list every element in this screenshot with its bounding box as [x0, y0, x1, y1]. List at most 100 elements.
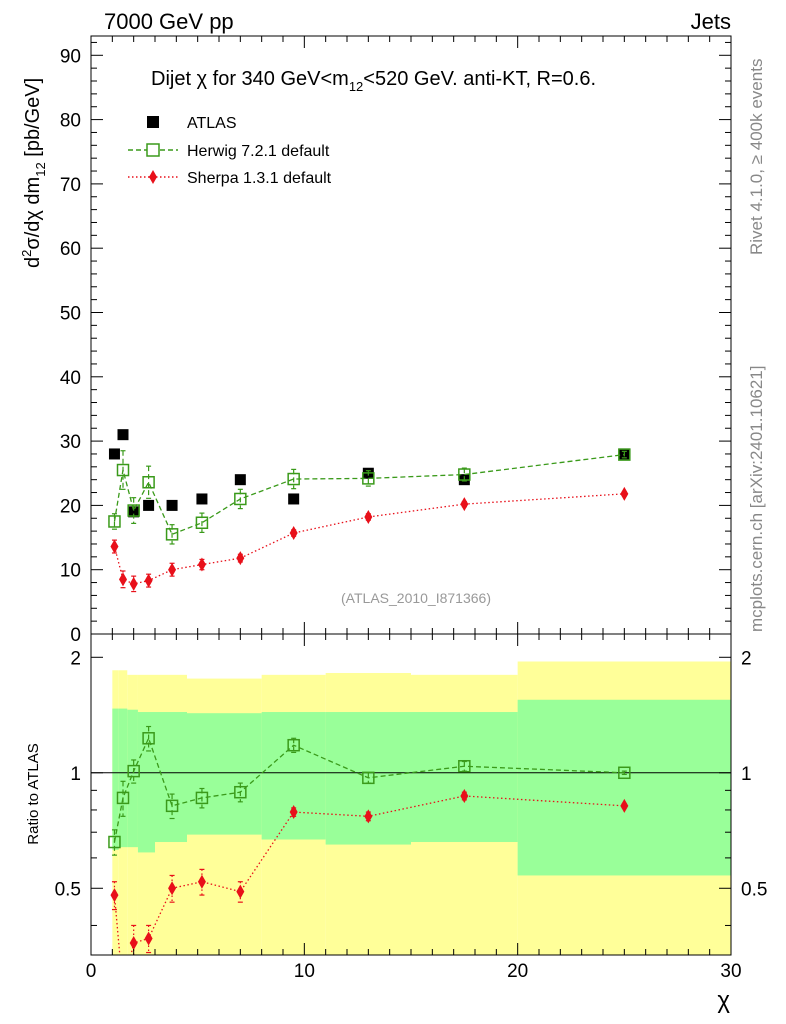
ratio-x-tick-label: 20 [507, 961, 528, 982]
herwig-point [458, 468, 471, 481]
herwig-point [618, 448, 631, 461]
main-y-tick-label: 10 [60, 561, 81, 582]
main-y-tick-label: 30 [60, 432, 81, 453]
atlas-point [117, 429, 129, 441]
atlas-point [128, 506, 140, 518]
ratio-y-tick-label-right: 2 [741, 648, 752, 669]
ratio-inner-band [411, 712, 518, 843]
sherpa-ratio-point [236, 884, 245, 899]
herwig-ratio-point [116, 791, 130, 805]
herwig-point [234, 492, 247, 506]
legend: ATLAS Herwig 7.2.1 default Sherpa 1.3.1 … [128, 115, 332, 187]
sherpa-point [168, 562, 177, 577]
main-series-layer [108, 429, 631, 593]
sherpa-point [364, 509, 373, 524]
sherpa-point [289, 526, 298, 541]
main-y-axis-label: d2σ/dχ dm12 [pb/GeV] [19, 78, 48, 268]
main-y-tick-label: 40 [60, 368, 81, 389]
herwig-point [116, 463, 130, 477]
herwig-ratio-point [127, 764, 140, 778]
axis-ticks: 0 10 20 30 40 50 60 70 80 90 0 10 20 30 0.5 0.5 1 1 2 2 [55, 36, 767, 982]
legend-atlas-marker [147, 116, 159, 128]
sherpa-ratio-point [197, 874, 206, 889]
herwig-point [287, 472, 300, 486]
ratio-inner-band [155, 712, 187, 843]
atlas-point [143, 499, 155, 511]
ratio-y-tick-label-right: 1 [741, 764, 752, 785]
herwig-point [362, 472, 375, 485]
sherpa-point [144, 573, 153, 588]
ratio-y-tick-label: 1 [70, 764, 81, 785]
herwig-point [127, 504, 140, 517]
ratio-uncertainty-bands [112, 661, 731, 955]
atlas-point [108, 448, 120, 460]
analysis-watermark: (ATLAS_2010_I871366) [341, 590, 491, 606]
sherpa-point [460, 497, 469, 512]
ratio-inner-band [187, 713, 219, 835]
legend-herwig-marker [146, 143, 160, 157]
herwig-ratio-point [108, 835, 121, 849]
ratio-inner-band [261, 712, 326, 840]
atlas-point [166, 499, 178, 511]
ratio-y-axis-label: Ratio to ATLAS [25, 743, 42, 844]
header-right: Jets [691, 9, 731, 34]
x-axis-label: χ [717, 987, 730, 1014]
herwig-line [113, 453, 625, 536]
herwig-point [195, 516, 209, 530]
herwig-ratio-point [458, 759, 471, 773]
herwig-point [142, 475, 155, 489]
sherpa-ratio-point [119, 984, 127, 998]
main-y-tick-label: 20 [60, 496, 81, 517]
rivet-version-text: Rivet 4.1.0, ≥ 400k events [747, 59, 766, 255]
sherpa-point [119, 572, 127, 587]
sherpa-ratio-point [460, 788, 469, 803]
main-plot-title: Dijet χ for 340 GeV<m12<520 GeV. anti-KT… [151, 68, 596, 94]
sherpa-point [197, 557, 206, 572]
herwig-ratio-point [287, 738, 300, 752]
herwig-ratio-point [618, 766, 631, 780]
main-y-tick-label: 80 [60, 111, 81, 132]
herwig-point [108, 515, 121, 528]
header-left: 7000 GeV pp [104, 9, 234, 34]
herwig-ratio-point [195, 791, 209, 805]
atlas-point [234, 474, 246, 486]
ratio-inner-band [127, 709, 138, 848]
main-y-tick-label: 50 [60, 303, 81, 324]
atlas-point [288, 493, 300, 505]
herwig-ratio-point [362, 771, 375, 785]
atlas-point [196, 493, 208, 505]
legend-herwig-label: Herwig 7.2.1 default [187, 143, 330, 160]
sherpa-ratio-point [289, 805, 298, 820]
herwig-ratio-point [142, 732, 155, 745]
ratio-inner-band [118, 708, 128, 848]
ratio-inner-band [219, 713, 262, 835]
ratio-y-tick-label-right: 0.5 [741, 879, 767, 900]
sherpa-point [620, 486, 629, 501]
herwig-ratio-point [234, 785, 247, 799]
main-y-tick-label: 60 [60, 239, 81, 260]
sherpa-ratio-point [364, 809, 373, 824]
ratio-x-tick-label: 0 [86, 961, 97, 982]
legend-atlas-label: ATLAS [187, 115, 237, 132]
sherpa-ratio-point [620, 798, 629, 813]
herwig-ratio-point [165, 799, 179, 813]
main-y-tick-label: 70 [60, 175, 81, 196]
ratio-y-tick-label: 2 [70, 648, 81, 669]
main-y-tick-label: 90 [60, 46, 81, 67]
legend-sherpa-marker [149, 170, 157, 184]
mcplots-reference-text: mcplots.cern.ch [arXiv:2401.10621] [747, 366, 766, 632]
ratio-inner-band [137, 712, 155, 853]
legend-sherpa-label: Sherpa 1.3.1 default [187, 170, 332, 187]
sherpa-point [236, 551, 245, 566]
ratio-series-layer [91, 725, 731, 998]
sherpa-ratio-point [168, 881, 177, 896]
herwig-point [165, 528, 179, 541]
sherpa-ratio-point [144, 931, 153, 946]
sherpa-point [129, 576, 138, 591]
sherpa-ratio-point [110, 888, 119, 903]
ratio-x-tick-label: 10 [294, 961, 315, 982]
ratio-inner-band [112, 708, 119, 850]
ratio-y-tick-label: 0.5 [55, 879, 81, 900]
ratio-x-tick-label: 30 [720, 961, 741, 982]
